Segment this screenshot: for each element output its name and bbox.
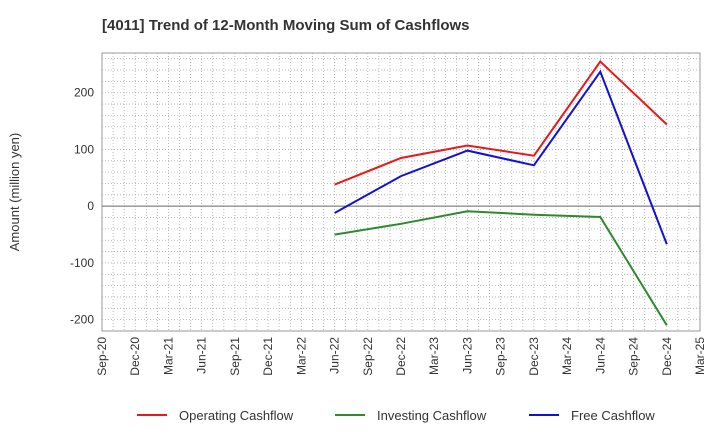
x-tick-label: Sep-24 [627,337,641,376]
legend: Operating Cashflow Investing Cashflow Free… [137,408,655,423]
x-tick-label: Mar-21 [161,337,175,375]
grid [102,53,700,331]
x-tick-label: Sep-23 [494,337,508,376]
chart-title: [4011] Trend of 12-Month Moving Sum of C… [102,17,470,34]
y-tick-label: 100 [74,142,94,156]
y-tick-label: 0 [87,199,94,213]
x-tick-label: Mar-25 [693,337,707,375]
x-tick-label: Jun-23 [460,337,474,374]
x-tick-label: Sep-20 [95,337,109,376]
y-tick-label: 200 [74,86,94,100]
x-tick-label: Jun-21 [195,337,209,374]
series-line-free-cashflow [334,69,668,245]
y-tick-label: -100 [70,256,94,270]
x-tick-labels: Sep-20 Dec-20 Mar-21 Jun-21 Sep-21 Dec-21 Mar-… [95,337,707,376]
legend-item-investing-cashflow: Investing Cashflow [335,408,487,423]
x-tick-label: Jun-24 [593,337,607,374]
legend-item-free-cashflow: Free Cashflow [529,408,655,423]
y-axis-title: Amount (million yen) [7,133,22,252]
legend-label: Operating Cashflow [179,408,294,423]
x-tick-label: Mar-23 [427,337,441,375]
y-tick-label: -200 [70,313,94,327]
x-tick-label: Dec-21 [261,337,275,376]
x-tick-label: Mar-24 [560,337,574,375]
series-line-operating-cashflow [334,59,668,186]
x-tick-label: Dec-20 [128,337,142,376]
x-tick-label: Dec-22 [394,337,408,376]
x-tick-label: Dec-24 [660,337,674,376]
series-lines [334,59,668,326]
x-tick-label: Dec-23 [527,337,541,376]
y-tick-labels: -200 -100 0 100 200 [70,86,94,327]
legend-label: Investing Cashflow [377,408,487,423]
series-line-investing-cashflow [334,210,668,326]
x-tick-label: Jun-22 [328,337,342,374]
x-tick-label: Mar-22 [294,337,308,375]
x-tick-label: Sep-22 [361,337,375,376]
x-tick-label: Sep-21 [228,337,242,376]
legend-item-operating-cashflow: Operating Cashflow [137,408,294,423]
legend-label: Free Cashflow [571,408,655,423]
